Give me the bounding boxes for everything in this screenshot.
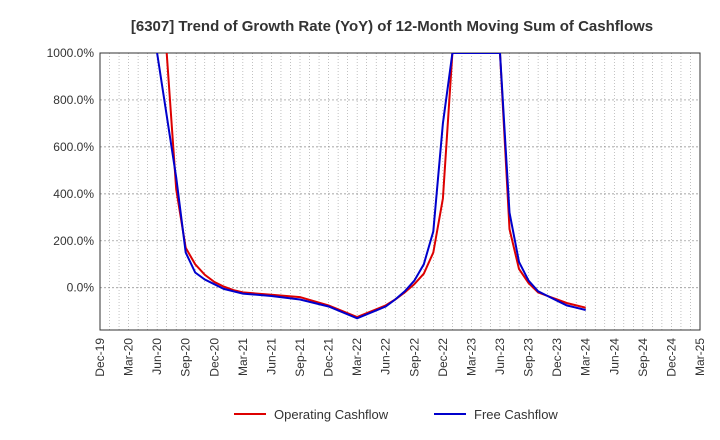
x-tick-label: Sep-22 <box>407 338 421 377</box>
y-tick-label: 800.0% <box>53 93 94 107</box>
axis-layer: 0.0% 200.0% 400.0% 600.0% 800.0% 1000.0% Dec-1… <box>47 46 707 377</box>
x-tick-label: Sep-20 <box>179 338 193 377</box>
y-tick-label: 1000.0% <box>47 46 95 60</box>
legend-label-free-cashflow: Free Cashflow <box>474 407 558 422</box>
legend-label-operating-cashflow: Operating Cashflow <box>274 407 389 422</box>
x-tick-label: Mar-21 <box>236 338 250 376</box>
x-tick-label: Dec-20 <box>207 338 221 377</box>
series-line-free-cashflow <box>156 53 586 320</box>
chart-title: [6307] Trend of Growth Rate (YoY) of 12-… <box>131 18 653 35</box>
x-tick-label: Jun-21 <box>264 338 278 375</box>
x-tick-label: Dec-19 <box>93 338 107 377</box>
x-tick-label: Mar-25 <box>693 338 707 376</box>
x-tick-label: Mar-20 <box>122 338 136 376</box>
y-tick-label: 400.0% <box>53 187 94 201</box>
x-tick-label: Mar-24 <box>579 338 593 376</box>
y-tick-label: 0.0% <box>67 281 95 295</box>
x-tick-label: Dec-23 <box>550 338 564 377</box>
series-layer <box>156 53 586 320</box>
x-tick-label: Mar-23 <box>464 338 478 376</box>
legend: Operating Cashflow Free Cashflow <box>234 407 558 422</box>
x-tick-label: Sep-24 <box>636 338 650 377</box>
plot-frame <box>99 52 701 331</box>
x-tick-label: Dec-21 <box>322 338 336 377</box>
x-tick-label: Sep-23 <box>522 338 536 377</box>
x-tick-label: Sep-21 <box>293 338 307 377</box>
y-tick-label: 600.0% <box>53 140 94 154</box>
x-tick-label: Jun-22 <box>379 338 393 375</box>
x-tick-label: Mar-22 <box>350 338 364 376</box>
x-tick-label: Jun-20 <box>150 338 164 375</box>
x-tick-label: Dec-24 <box>664 338 678 377</box>
x-tick-label: Dec-22 <box>436 338 450 377</box>
grid-layer <box>99 52 701 330</box>
y-tick-label: 200.0% <box>53 234 94 248</box>
x-tick-label: Jun-23 <box>493 338 507 375</box>
x-tick-label: Jun-24 <box>607 338 621 375</box>
